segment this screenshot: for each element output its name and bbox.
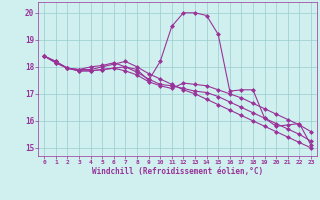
X-axis label: Windchill (Refroidissement éolien,°C): Windchill (Refroidissement éolien,°C)	[92, 167, 263, 176]
